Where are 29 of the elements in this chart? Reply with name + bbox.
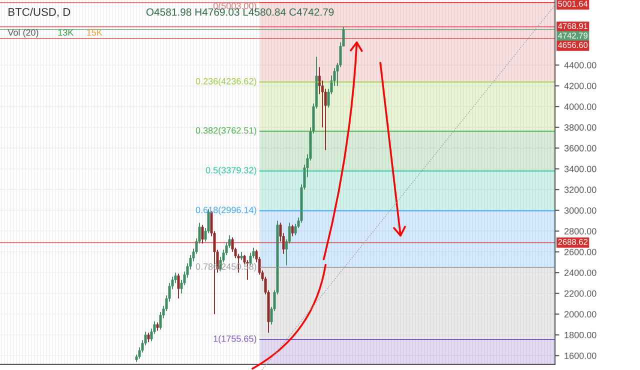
annotation: 13K [58, 29, 74, 36]
y-tick-label: 1800.00 [564, 332, 596, 338]
ref-line-label: 4656.60 [558, 42, 588, 48]
y-tick-label: 1600.00 [564, 352, 596, 359]
band-label: 0.5(3379.32) [206, 166, 256, 176]
band-label: 0.618(2996.14) [196, 206, 256, 215]
y-tick-label: 2000.00 [564, 311, 596, 318]
band-label: 0.236(4236.62) [196, 78, 256, 86]
band-label: 1(1755.65) [214, 335, 256, 344]
y-tick-label: 4000.00 [564, 104, 596, 110]
annotation: Vol (20) [8, 29, 38, 38]
annotation: BTC/USD, D [8, 8, 70, 18]
ref-line-label: 5001.64 [558, 0, 588, 7]
y-tick-label: 2600.00 [564, 248, 596, 256]
y-tick-label: 3400.00 [564, 166, 596, 172]
y-tick-label: 3600.00 [564, 145, 596, 152]
ref-line-label: 2688.62 [558, 238, 588, 245]
annotation: 15K [87, 29, 102, 36]
y-tick-label: 3200.00 [564, 186, 596, 193]
y-tick-label: 3800.00 [564, 124, 596, 131]
y-tick-label: 4200.00 [564, 82, 596, 90]
y-tick-label: 2800.00 [564, 228, 596, 234]
band-label: 0.382(3762.51) [196, 127, 256, 136]
y-tick-label: 2200.00 [564, 290, 596, 297]
y-tick-label: 2400.00 [564, 270, 596, 276]
ref-line-label: 4768.91 [558, 23, 588, 30]
y-tick-label: 4400.00 [564, 62, 596, 68]
ref-line-label: 4742.79 [558, 32, 588, 39]
y-tick-label: 3000.00 [564, 207, 596, 214]
